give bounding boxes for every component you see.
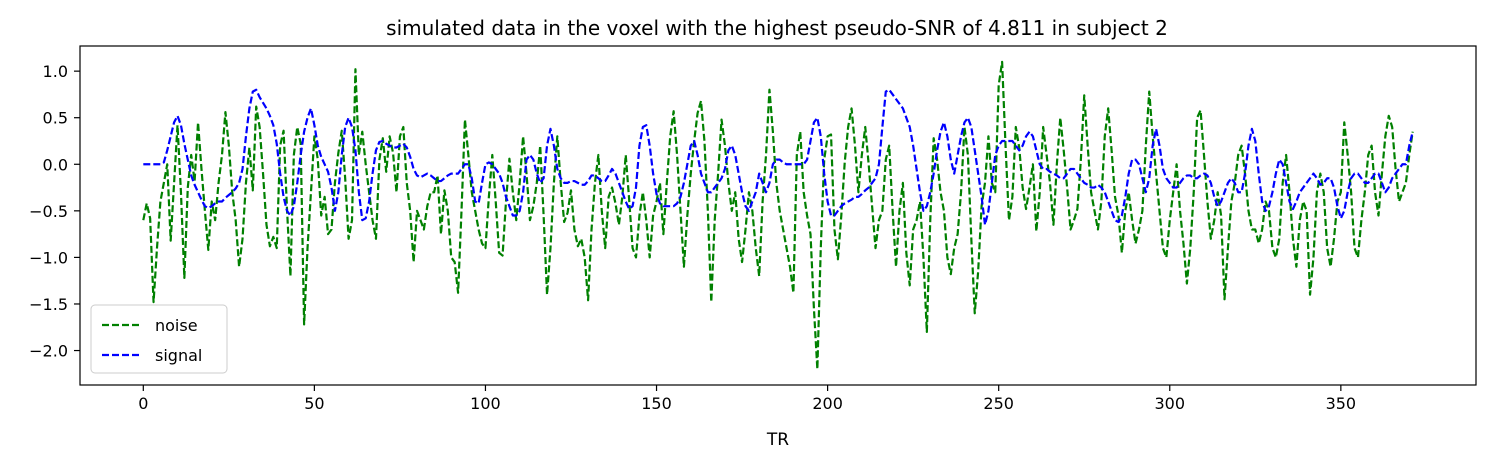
y-axis: −2.0 −1.5 −1.0 −0.5 0.0 0.5 1.0	[29, 62, 80, 361]
legend-label-noise: noise	[155, 316, 198, 335]
x-axis: 0 50 100 150 200 250 300 350	[138, 385, 1356, 413]
x-tick-label: 350	[1326, 394, 1357, 413]
x-tick-label: 250	[983, 394, 1014, 413]
series-layer	[142, 60, 1414, 371]
x-tick-label: 300	[1154, 394, 1185, 413]
x-tick-label: 100	[470, 394, 501, 413]
plot-frame	[79, 45, 1477, 386]
y-tick-label: 0.5	[43, 109, 68, 128]
y-tick-label: −1.0	[29, 248, 68, 267]
chart-title: simulated data in the voxel with the hig…	[386, 16, 1168, 40]
y-tick-label: −0.5	[29, 202, 68, 221]
x-tick-label: 200	[812, 394, 843, 413]
y-tick-label: −1.5	[29, 295, 68, 314]
series-line-signal	[143, 88, 1414, 226]
y-tick-label: 1.0	[43, 62, 68, 81]
series-line-noise	[142, 60, 1414, 371]
y-tick-label: −2.0	[29, 342, 68, 361]
x-tick-label: 150	[641, 394, 672, 413]
legend-label-signal: signal	[155, 346, 202, 365]
x-tick-label: 50	[304, 394, 324, 413]
x-axis-label: TR	[766, 430, 789, 450]
x-tick-label: 0	[138, 394, 148, 413]
y-tick-label: 0.0	[43, 155, 68, 174]
legend: noise signal	[90, 304, 228, 374]
